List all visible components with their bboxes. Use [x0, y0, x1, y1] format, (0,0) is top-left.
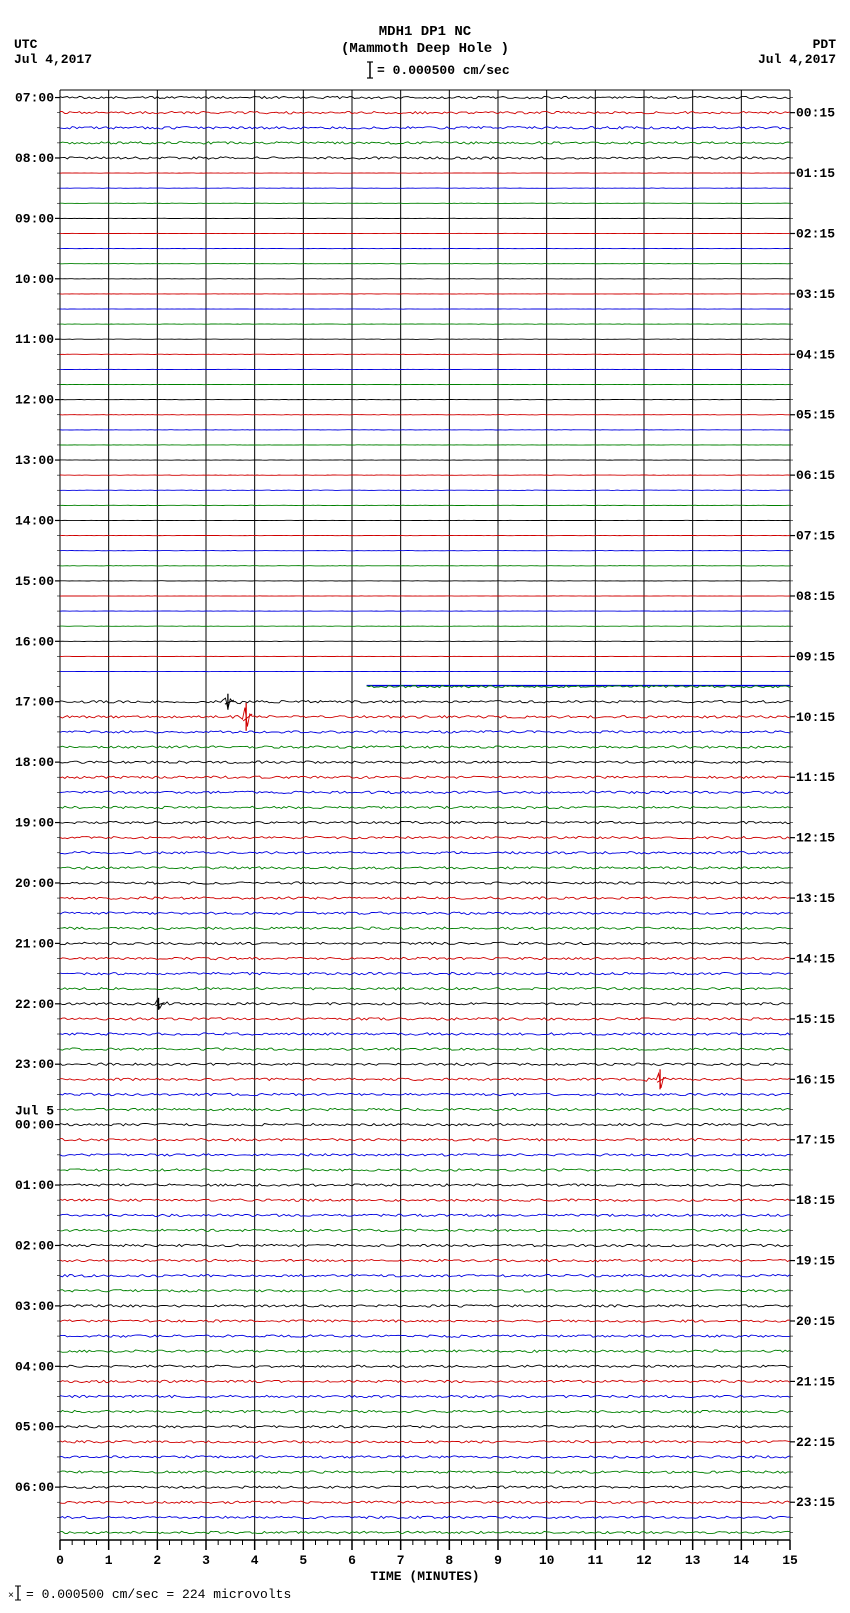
utc-hour-label: 16:00	[15, 634, 54, 649]
pdt-hour-label: 11:15	[796, 770, 835, 785]
pdt-hour-label: 04:15	[796, 347, 835, 362]
x-tick-label: 14	[734, 1553, 750, 1568]
x-tick-label: 6	[348, 1553, 356, 1568]
pdt-hour-label: 02:15	[796, 226, 835, 241]
scale-text: = 0.000500 cm/sec	[377, 63, 510, 78]
utc-hour-label: 07:00	[15, 91, 54, 106]
date-left: Jul 4,2017	[14, 52, 92, 67]
pdt-hour-label: 13:15	[796, 891, 835, 906]
pdt-hour-label: 01:15	[796, 166, 835, 181]
pdt-hour-label: 22:15	[796, 1435, 835, 1450]
utc-hour-label: 10:00	[15, 272, 54, 287]
x-tick-label: 2	[153, 1553, 161, 1568]
pdt-hour-label: 05:15	[796, 408, 835, 423]
x-tick-label: 4	[251, 1553, 259, 1568]
utc-hour-label: 14:00	[15, 513, 54, 528]
x-tick-label: 10	[539, 1553, 555, 1568]
utc-hour-label: 04:00	[15, 1359, 54, 1374]
pdt-hour-label: 21:15	[796, 1374, 835, 1389]
pdt-hour-label: 14:15	[796, 951, 835, 966]
utc-hour-label: 21:00	[15, 936, 54, 951]
station-name: (Mammoth Deep Hole )	[341, 41, 509, 57]
x-tick-label: 9	[494, 1553, 502, 1568]
helicorder-svg: MDH1 DP1 NC(Mammoth Deep Hole ) = 0.0005…	[0, 0, 850, 1613]
x-tick-label: 13	[685, 1553, 701, 1568]
x-tick-label: 12	[636, 1553, 652, 1568]
footer-scale: = 0.000500 cm/sec = 224 microvolts	[26, 1587, 291, 1602]
tz-right: PDT	[813, 37, 837, 52]
date-right: Jul 4,2017	[758, 52, 836, 67]
pdt-hour-label: 06:15	[796, 468, 835, 483]
utc-hour-label: 02:00	[15, 1238, 54, 1253]
utc-hour-label: 03:00	[15, 1299, 54, 1314]
utc-hour-label: 23:00	[15, 1057, 54, 1072]
utc-hour-label: 06:00	[15, 1480, 54, 1495]
x-axis-label: TIME (MINUTES)	[370, 1569, 479, 1584]
utc-hour-label: 00:00	[15, 1118, 54, 1133]
utc-hour-label: 13:00	[15, 453, 54, 468]
utc-hour-label: 22:00	[15, 997, 54, 1012]
pdt-hour-label: 16:15	[796, 1072, 835, 1087]
pdt-hour-label: 20:15	[796, 1314, 835, 1329]
utc-hour-label: 09:00	[15, 211, 54, 226]
x-tick-label: 15	[782, 1553, 798, 1568]
utc-hour-label: 20:00	[15, 876, 54, 891]
pdt-hour-label: 00:15	[796, 106, 835, 121]
utc-hour-label: 01:00	[15, 1178, 54, 1193]
x-tick-label: 0	[56, 1553, 64, 1568]
utc-hour-label: 15:00	[15, 574, 54, 589]
tz-left: UTC	[14, 37, 38, 52]
x-tick-label: 1	[105, 1553, 113, 1568]
pdt-hour-label: 12:15	[796, 831, 835, 846]
date-label-2: Jul 5	[15, 1104, 54, 1119]
x-tick-label: 11	[588, 1553, 604, 1568]
utc-hour-label: 12:00	[15, 393, 54, 408]
pdt-hour-label: 07:15	[796, 529, 835, 544]
pdt-hour-label: 09:15	[796, 649, 835, 664]
pdt-hour-label: 19:15	[796, 1254, 835, 1269]
pdt-hour-label: 23:15	[796, 1495, 835, 1510]
utc-hour-label: 08:00	[15, 151, 54, 166]
pdt-hour-label: 18:15	[796, 1193, 835, 1208]
station-code: MDH1 DP1 NC	[379, 24, 472, 40]
x-tick-label: 3	[202, 1553, 210, 1568]
utc-hour-label: 18:00	[15, 755, 54, 770]
pdt-hour-label: 08:15	[796, 589, 835, 604]
pdt-hour-label: 15:15	[796, 1012, 835, 1027]
pdt-hour-label: 17:15	[796, 1133, 835, 1148]
x-tick-label: 7	[397, 1553, 405, 1568]
utc-hour-label: 17:00	[15, 695, 54, 710]
utc-hour-label: 19:00	[15, 816, 54, 831]
utc-hour-label: 05:00	[15, 1420, 54, 1435]
x-tick-label: 8	[445, 1553, 453, 1568]
footer-prefix: ×	[8, 1591, 14, 1602]
pdt-hour-label: 03:15	[796, 287, 835, 302]
x-tick-label: 5	[299, 1553, 307, 1568]
helicorder-plot: { "header":{ "line1":"MDH1 DP1 NC", "lin…	[0, 0, 850, 1613]
utc-hour-label: 11:00	[15, 332, 54, 347]
pdt-hour-label: 10:15	[796, 710, 835, 725]
